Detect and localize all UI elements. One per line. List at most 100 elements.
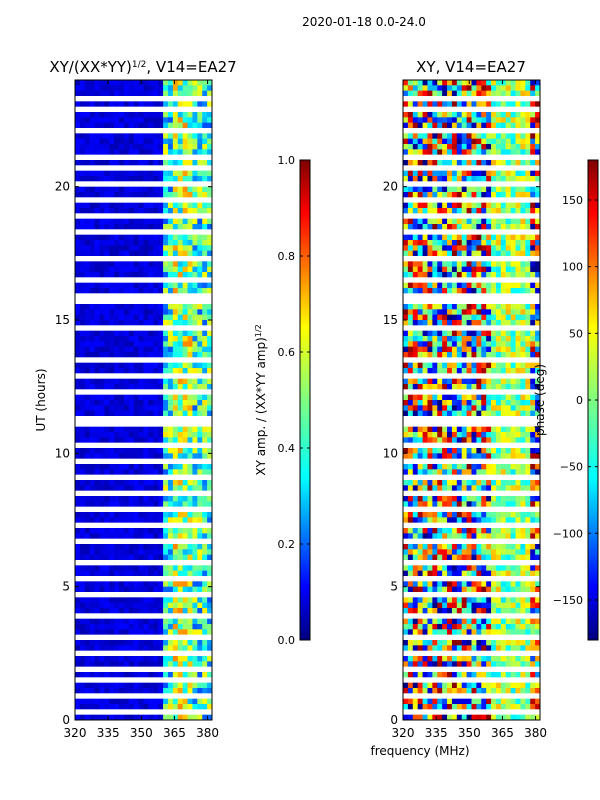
heatmap-cell — [407, 304, 414, 310]
heatmap-cell — [89, 282, 96, 289]
heatmap-cell — [182, 197, 189, 204]
heatmap-cell — [192, 597, 198, 604]
heatmap-cell — [530, 234, 536, 241]
heatmap-cell — [510, 122, 517, 129]
heatmap-cell — [94, 357, 100, 364]
heatmap-cell — [138, 218, 144, 225]
heatmap-cell — [525, 133, 531, 140]
heatmap-cell — [525, 106, 531, 113]
heatmap-cell — [192, 650, 198, 657]
heatmap-cell — [128, 533, 135, 540]
heatmap-cell — [123, 160, 130, 166]
heatmap-cell — [119, 554, 125, 561]
heatmap-cell — [123, 693, 130, 700]
heatmap-cell — [84, 400, 91, 406]
heatmap-cell — [197, 597, 203, 604]
heatmap-cell — [158, 373, 164, 380]
heatmap-cell — [432, 378, 438, 385]
heatmap-cell — [197, 421, 203, 428]
heatmap-cell — [94, 602, 100, 609]
heatmap-cell — [143, 101, 149, 108]
heatmap-cell — [520, 320, 526, 326]
heatmap-cell — [133, 154, 140, 161]
heatmap-cell — [432, 101, 438, 108]
heatmap-cell — [143, 464, 149, 470]
heatmap-cell — [99, 389, 105, 396]
heatmap-cell — [167, 682, 174, 689]
heatmap-cell — [182, 709, 189, 716]
heatmap-cell — [99, 469, 105, 476]
heatmap-cell — [202, 378, 208, 385]
heatmap-cell — [114, 597, 120, 604]
heatmap-cell — [192, 101, 198, 108]
heatmap-cell — [192, 96, 198, 102]
heatmap-cell — [123, 645, 130, 652]
heatmap-cell — [143, 661, 149, 668]
heatmap-cell — [500, 176, 507, 182]
heatmap-cell — [412, 106, 419, 113]
heatmap-cell — [207, 453, 212, 460]
heatmap-cell — [202, 149, 208, 156]
heatmap-cell — [79, 373, 86, 380]
heatmap-cell — [192, 672, 198, 678]
heatmap-cell — [123, 320, 130, 326]
heatmap-cell — [172, 224, 179, 230]
heatmap-cell — [187, 144, 193, 150]
heatmap-cell — [520, 90, 526, 97]
heatmap-cell — [163, 176, 169, 182]
heatmap-cell — [486, 90, 492, 97]
heatmap-cell — [172, 85, 179, 92]
heatmap-cell — [500, 346, 507, 353]
heatmap-cell — [451, 85, 458, 92]
heatmap-cell — [133, 96, 140, 102]
heatmap-cell — [177, 229, 184, 236]
heatmap-cell — [192, 389, 198, 396]
heatmap-cell — [461, 144, 468, 150]
heatmap-cell — [119, 224, 125, 230]
heatmap-cell — [207, 576, 212, 582]
heatmap-cell — [432, 309, 438, 316]
heatmap-cell — [187, 96, 193, 102]
heatmap-cell — [471, 336, 477, 342]
heatmap-cell — [417, 336, 424, 342]
heatmap-cell — [412, 80, 419, 86]
heatmap-cell — [114, 133, 120, 140]
heatmap-cell — [148, 341, 154, 348]
heatmap-cell — [447, 149, 453, 156]
heatmap-cell — [437, 368, 443, 374]
heatmap-cell — [89, 576, 96, 582]
heatmap-cell — [461, 336, 468, 342]
heatmap-cell — [128, 261, 135, 268]
heatmap-cell — [158, 640, 164, 646]
heatmap-cell — [422, 320, 428, 326]
heatmap-cell — [94, 117, 100, 124]
heatmap-cell — [207, 320, 212, 326]
heatmap-cell — [153, 485, 159, 492]
heatmap-cell — [94, 224, 100, 230]
heatmap-cell — [114, 138, 120, 145]
heatmap-cell — [432, 176, 438, 182]
heatmap-cell — [202, 330, 208, 337]
heatmap-cell — [515, 250, 521, 257]
heatmap-cell — [187, 282, 193, 289]
heatmap-cell — [427, 272, 433, 278]
heatmap-cell — [187, 634, 193, 641]
heatmap-cell — [461, 266, 468, 273]
heatmap-cell — [75, 565, 81, 572]
heatmap-cell — [202, 202, 208, 209]
heatmap-cell — [128, 96, 135, 102]
heatmap-cell — [114, 373, 120, 380]
heatmap-cell — [495, 266, 502, 273]
heatmap-cell — [207, 416, 212, 422]
heatmap-cell — [427, 202, 433, 209]
heatmap-cell — [128, 266, 135, 273]
heatmap-cell — [192, 90, 198, 97]
heatmap-cell — [515, 293, 521, 300]
heatmap-cell — [119, 154, 125, 161]
heatmap-cell — [133, 410, 140, 417]
heatmap-cell — [114, 533, 120, 540]
heatmap-cell — [432, 314, 438, 321]
heatmap-cell — [148, 384, 154, 390]
heatmap-cell — [197, 192, 203, 198]
heatmap-cell — [461, 245, 468, 252]
